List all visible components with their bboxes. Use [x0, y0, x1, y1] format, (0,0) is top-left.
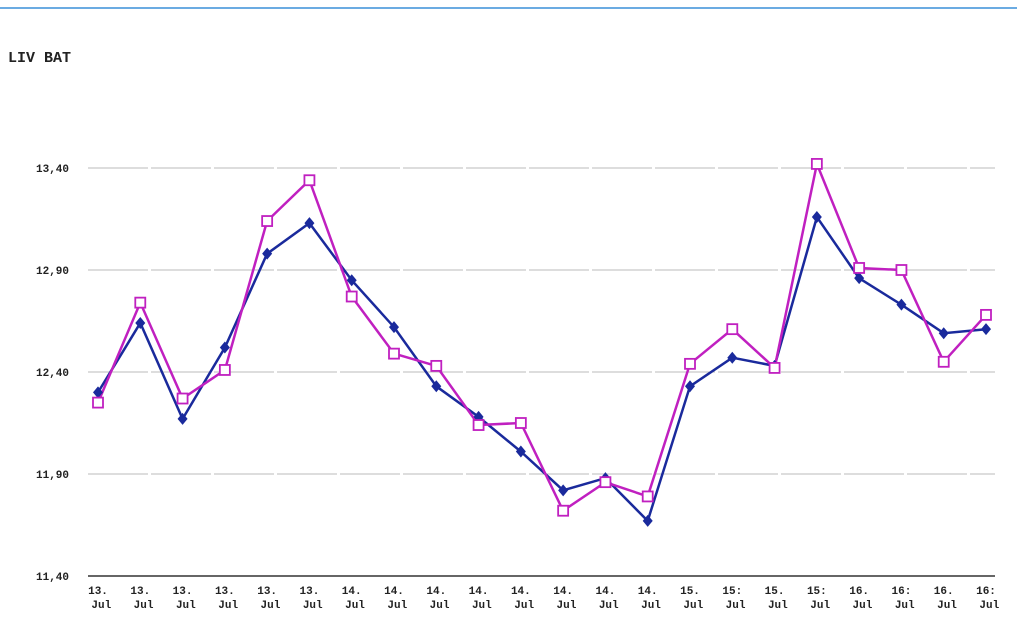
point	[558, 484, 569, 497]
point	[768, 362, 781, 374]
point	[685, 380, 695, 393]
point	[345, 290, 358, 303]
y-tick-label: 13,40	[36, 164, 69, 176]
series-line	[96, 159, 987, 513]
x-tick-label: 14. Jul	[465, 586, 492, 612]
point	[599, 476, 612, 489]
x-tick-label: 13. Jul	[169, 586, 196, 612]
point	[641, 490, 654, 503]
x-tick-label: 14. Jul	[423, 586, 450, 612]
x-tick-label: 14. Jul	[550, 586, 577, 612]
point	[514, 417, 527, 429]
point	[938, 327, 949, 340]
point	[726, 323, 739, 336]
point	[134, 296, 147, 309]
point	[92, 396, 104, 409]
x-tick-label: 13. Jul	[212, 586, 239, 612]
point	[303, 174, 316, 187]
point	[895, 264, 908, 276]
y-tick-label: 12,40	[36, 368, 69, 380]
point	[431, 380, 442, 393]
x-tick-label: 15: Jul	[804, 586, 831, 612]
series-line	[96, 214, 987, 524]
x-tick-label: 16. Jul	[931, 586, 958, 612]
point	[135, 317, 146, 330]
y-tick-label: 11,40	[36, 572, 69, 584]
x-tick-label: 14. Jul	[381, 586, 408, 612]
x-tick-label: 13. Jul	[254, 586, 281, 612]
point	[981, 323, 991, 336]
point	[472, 419, 485, 431]
point	[262, 247, 273, 260]
point	[937, 355, 950, 368]
x-tick-label: 14. Jul	[592, 586, 619, 612]
point	[642, 514, 653, 527]
point	[304, 217, 315, 230]
point	[810, 158, 823, 170]
point	[896, 298, 907, 311]
x-tick-label: 13. Jul	[85, 586, 112, 612]
point	[388, 347, 400, 360]
x-tick-label: 13. Jul	[127, 586, 154, 612]
point	[811, 210, 822, 223]
x-tick-label: 15: Jul	[719, 586, 746, 612]
y-tick-label: 12,90	[36, 266, 69, 278]
x-tick-label: 16: Jul	[973, 586, 1000, 612]
y-tick-label: 11,90	[36, 470, 69, 482]
point	[93, 386, 103, 399]
x-tick-label: 13. Jul	[296, 586, 323, 612]
point	[557, 504, 570, 517]
x-tick-label: 16. Jul	[846, 586, 873, 612]
x-tick-label: 14. Jul	[635, 586, 662, 612]
x-tick-label: 16: Jul	[888, 586, 915, 612]
point	[176, 392, 189, 405]
point	[177, 412, 188, 425]
point	[261, 215, 274, 227]
point	[346, 274, 357, 287]
point	[219, 341, 230, 354]
x-tick-label: 15. Jul	[677, 586, 704, 612]
point	[684, 357, 696, 370]
point	[515, 445, 526, 458]
x-tick-label: 14. Jul	[339, 586, 366, 612]
point	[854, 272, 865, 285]
x-tick-label: 15. Jul	[761, 586, 788, 612]
point	[853, 262, 866, 274]
x-tick-label: 14. Jul	[508, 586, 535, 612]
point	[430, 359, 443, 372]
point	[218, 364, 231, 376]
point	[389, 321, 399, 334]
point	[980, 308, 992, 321]
point	[727, 351, 738, 364]
chart-title: LIV BAT	[8, 50, 71, 67]
